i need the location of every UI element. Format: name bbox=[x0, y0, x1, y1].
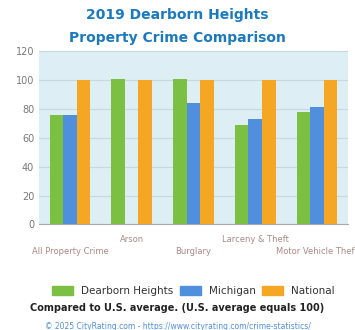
Text: © 2025 CityRating.com - https://www.cityrating.com/crime-statistics/: © 2025 CityRating.com - https://www.city… bbox=[45, 322, 310, 330]
Legend: Dearborn Heights, Michigan, National: Dearborn Heights, Michigan, National bbox=[48, 281, 339, 300]
Bar bbox=[77, 80, 90, 224]
Bar bbox=[173, 79, 187, 224]
Text: Motor Vehicle Theft: Motor Vehicle Theft bbox=[276, 247, 355, 256]
Bar bbox=[324, 80, 337, 224]
Bar bbox=[262, 80, 275, 224]
Bar bbox=[248, 119, 262, 224]
Text: All Property Crime: All Property Crime bbox=[32, 247, 108, 256]
Bar bbox=[63, 115, 77, 224]
Text: Larceny & Theft: Larceny & Theft bbox=[222, 235, 289, 244]
Text: Arson: Arson bbox=[120, 235, 144, 244]
Text: 2019 Dearborn Heights: 2019 Dearborn Heights bbox=[86, 8, 269, 22]
Bar bbox=[111, 79, 125, 224]
Text: Compared to U.S. average. (U.S. average equals 100): Compared to U.S. average. (U.S. average … bbox=[31, 303, 324, 313]
Bar bbox=[187, 103, 200, 224]
Bar bbox=[235, 125, 248, 224]
Bar bbox=[310, 108, 324, 224]
Text: Burglary: Burglary bbox=[175, 247, 212, 256]
Text: Property Crime Comparison: Property Crime Comparison bbox=[69, 31, 286, 45]
Bar bbox=[50, 115, 63, 224]
Bar bbox=[297, 112, 310, 224]
Bar bbox=[200, 80, 214, 224]
Bar bbox=[138, 80, 152, 224]
